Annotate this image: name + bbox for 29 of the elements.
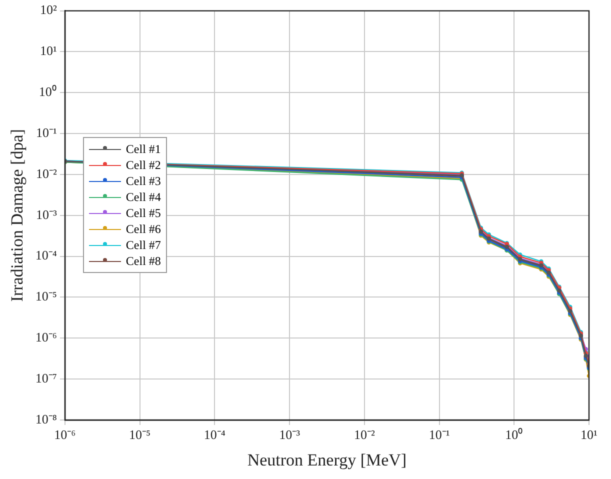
x-tick-label: 10⁻⁶ <box>54 427 76 442</box>
x-tick-label: 10⁻⁵ <box>129 427 151 442</box>
legend-label: Cell #4 <box>126 189 161 206</box>
x-tick-label: 10⁻² <box>354 427 375 442</box>
y-tick-label: 10² <box>40 2 58 18</box>
y-tick-label: 10⁻¹ <box>36 124 58 140</box>
legend-label: Cell #6 <box>126 221 161 238</box>
x-tick-label: 10⁻⁴ <box>204 427 226 442</box>
y-axis-title: Irradiation Damage [dpa] <box>8 129 27 302</box>
x-tick-label: 10⁻³ <box>279 427 300 442</box>
y-tick-label: 10⁻⁸ <box>35 411 58 426</box>
x-tick-label: 10¹ <box>580 427 598 442</box>
x-tick-label: 10⁰ <box>505 427 524 442</box>
legend-label: Cell #1 <box>126 141 161 158</box>
x-tick-label: 10⁻¹ <box>428 427 450 442</box>
y-tick-label: 10⁻³ <box>36 206 58 222</box>
legend-label: Cell #7 <box>126 237 161 254</box>
y-tick-label: 10⁰ <box>38 84 57 100</box>
x-axis-title: Neutron Energy [MeV] <box>247 450 407 470</box>
y-tick-label: 10¹ <box>40 43 58 58</box>
legend-label: Cell #5 <box>126 205 161 222</box>
y-tick-label: 10⁻⁴ <box>35 248 58 263</box>
y-tick-label: 10⁻⁵ <box>35 288 57 304</box>
y-tick-label: 10⁻² <box>36 166 58 181</box>
y-tick-label: 10⁻⁷ <box>35 370 57 386</box>
legend-label: Cell #3 <box>126 173 161 190</box>
legend-label: Cell #8 <box>126 253 161 270</box>
y-tick-label: 10⁻⁶ <box>35 330 57 345</box>
legend-label: Cell #2 <box>126 157 161 174</box>
